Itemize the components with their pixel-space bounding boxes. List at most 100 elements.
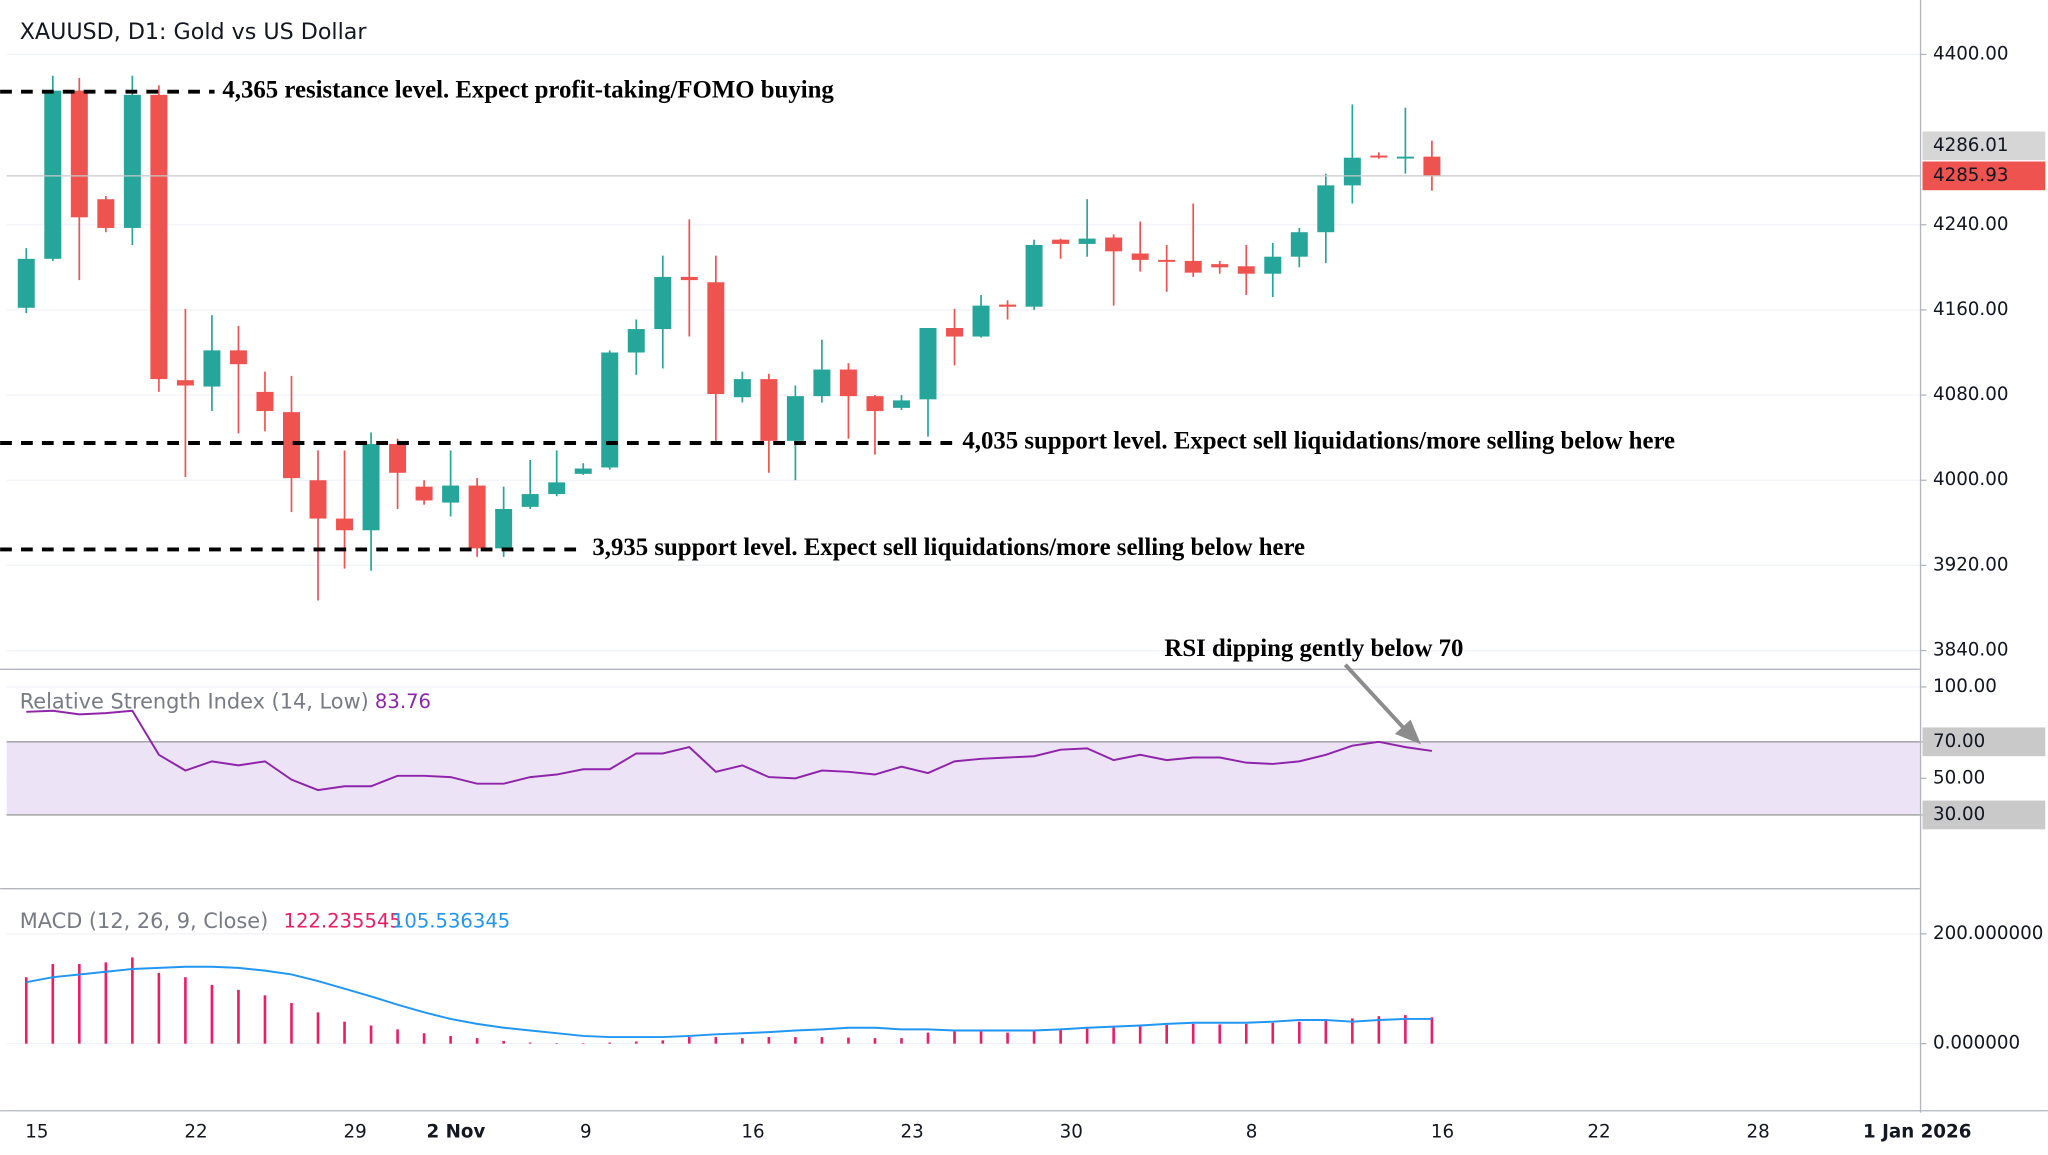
histogram-bar [1059,1029,1062,1044]
histogram-bar [1404,1015,1407,1044]
histogram-bar [475,1038,479,1044]
y-tick-label: 4000.00 [1933,469,2009,490]
candle-body [1052,239,1070,244]
histogram-bar [926,1032,930,1044]
histogram-bar [210,984,214,1044]
candle-body [654,276,672,330]
y-tick-label: 3920.00 [1933,554,2009,575]
rsi-value: 83.76 [375,690,431,713]
histogram-bar [873,1038,877,1044]
candle-body [919,328,937,400]
x-tick-label: 22 [184,1121,207,1142]
histogram-bar [1191,1023,1195,1044]
price-label: 4286.01 [1933,135,2009,156]
histogram-bar [316,1012,320,1044]
histogram-bar [422,1033,426,1044]
candle-body [1025,244,1043,307]
histogram-bar [1271,1022,1275,1044]
candle-body [229,350,247,365]
histogram-bar [688,1037,691,1044]
price-label-box [1922,131,2046,161]
candle-body [733,379,751,398]
candle-body [1158,259,1176,262]
rsi-band [6,741,1920,815]
histogram-bar [1165,1024,1168,1044]
histogram-bar [78,964,81,1044]
histogram-bar [1218,1024,1222,1044]
candle-body [123,94,141,228]
rsi-title: Relative Strength Index (14, Low) [20,690,369,714]
histogram-bar [1032,1030,1036,1044]
candle-body [946,328,964,337]
candle-body [203,350,221,387]
candle-body [256,391,274,412]
candle-body [1370,155,1388,158]
histogram-bar [953,1031,956,1044]
marks [0,75,1920,1044]
candle-body [495,508,513,549]
histogram-bar [1138,1024,1142,1044]
candle-body [17,258,35,308]
histogram-bar [608,1042,612,1044]
tick-label-box [1922,727,2046,757]
histogram-bar [847,1037,850,1044]
y-tick-label: 50.00 [1933,767,1985,788]
histogram-bar [396,1029,399,1044]
histogram-bar [1297,1021,1301,1044]
macd-title: MACD (12, 26, 9, Close) [20,909,269,933]
tick-label-box [1922,800,2046,830]
histogram-bar [581,1043,585,1044]
level-annotation: 3,935 support level. Expect sell liquida… [592,534,1305,561]
candle-body [1317,185,1335,233]
candle-body [627,329,645,353]
histogram-bar [157,972,161,1044]
x-tick-label: 16 [1431,1121,1454,1142]
candle-body [839,369,857,397]
histogram-bar [900,1038,903,1044]
histogram-bar [184,977,187,1044]
candle-body [892,400,910,408]
candle-body [97,199,115,228]
x-tick-label: 23 [900,1121,923,1142]
histogram-bar [634,1041,638,1044]
candle-body [813,369,831,397]
histogram-bar [1377,1016,1381,1044]
y-tick-label: 3840.00 [1933,640,2009,661]
last-price-label: 4285.93 [1933,165,2009,186]
histogram-bar [104,962,108,1044]
y-tick-label: 4240.00 [1933,214,2009,235]
histogram-value: 122.235545 [284,910,402,933]
candle-body [601,352,619,468]
annotation-arrow [1343,663,1410,734]
candle-body [1078,238,1096,244]
y-tick-label: 30.00 [1933,804,1985,825]
candle-body [1264,256,1282,274]
histogram-bar [528,1042,532,1044]
histogram-bar [741,1038,744,1044]
candle-body [1396,156,1414,159]
candle-body [548,482,566,495]
histogram-bar [237,989,240,1044]
histogram-bar [1085,1027,1089,1044]
x-tick-label: 2 Nov [427,1121,486,1142]
histogram-bar [502,1040,505,1044]
candle-body [70,90,88,218]
candle-body [309,480,327,519]
x-tick-label: 29 [344,1121,367,1142]
candle-body [468,485,486,549]
y-tick-label: 200.000000 [1933,923,2043,944]
macd-line [26,965,1432,1039]
candle-body [1237,266,1255,274]
histogram-bar [24,977,28,1044]
y-tick-label: 4400.00 [1933,43,2009,64]
candle-body [866,396,884,412]
candle-body [176,380,194,386]
candle-body [1211,264,1229,268]
histogram-bar [794,1037,797,1044]
histogram-bar [1006,1032,1009,1044]
y-tick-label: 4160.00 [1933,299,2009,320]
histogram-bar [820,1037,824,1044]
candle-body [786,396,804,441]
